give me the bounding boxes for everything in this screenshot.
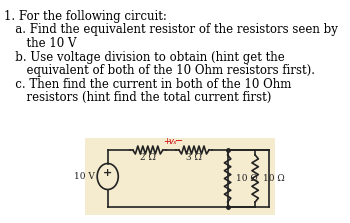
Text: 3 Ω: 3 Ω — [186, 153, 202, 163]
Text: resistors (hint find the total current first): resistors (hint find the total current f… — [4, 91, 272, 104]
FancyBboxPatch shape — [85, 138, 275, 215]
Text: vₓ: vₓ — [168, 136, 177, 145]
Text: the 10 V: the 10 V — [4, 37, 77, 50]
Text: equivalent of both of the 10 Ohm resistors first).: equivalent of both of the 10 Ohm resisto… — [4, 64, 315, 77]
Text: 1. For the following circuit:: 1. For the following circuit: — [4, 10, 167, 23]
Text: 10 Ω: 10 Ω — [263, 174, 285, 183]
Text: +: + — [103, 169, 112, 178]
Text: 10 V: 10 V — [74, 172, 95, 181]
Text: 2 Ω: 2 Ω — [140, 153, 156, 163]
Text: a. Find the equivalent resistor of the resistors seen by: a. Find the equivalent resistor of the r… — [4, 23, 338, 37]
Text: b. Use voltage division to obtain (hint get the: b. Use voltage division to obtain (hint … — [4, 50, 285, 64]
Text: c. Then find the current in both of the 10 Ohm: c. Then find the current in both of the … — [4, 78, 292, 91]
Text: 10 Ω: 10 Ω — [236, 174, 258, 183]
Text: +: + — [163, 136, 170, 145]
Text: −: − — [175, 136, 183, 146]
